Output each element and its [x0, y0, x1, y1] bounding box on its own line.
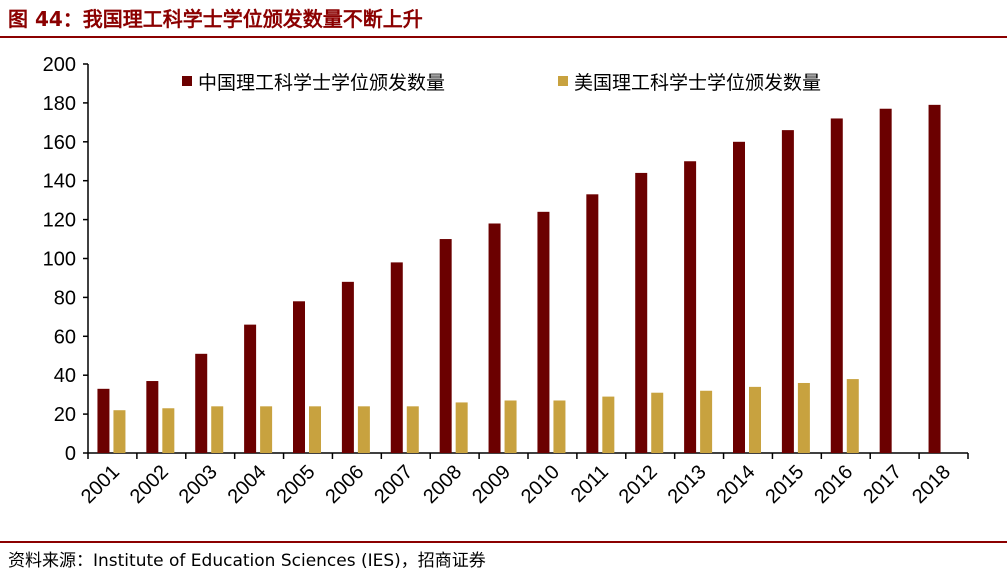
bar-china-2009 — [488, 223, 501, 453]
bar-us-2001 — [113, 410, 126, 453]
bar-china-2010 — [537, 211, 550, 453]
x-tick-label: 2008 — [419, 461, 466, 508]
bar-us-2004 — [260, 406, 273, 453]
x-tick-label: 2016 — [810, 461, 857, 508]
x-tick-label: 2009 — [468, 461, 515, 508]
bar-china-2018 — [928, 104, 941, 453]
y-tick-label: 180 — [43, 93, 76, 115]
bar-us-2013 — [700, 390, 713, 453]
y-tick-label: 40 — [54, 365, 76, 387]
x-tick-label: 2018 — [908, 461, 955, 508]
x-tick-label: 2015 — [761, 461, 808, 508]
bar-us-2006 — [357, 406, 370, 453]
legend-china-swatch — [182, 76, 192, 86]
bar-china-2001 — [97, 388, 110, 453]
bar-us-2011 — [602, 396, 615, 453]
bar-us-2012 — [651, 392, 664, 453]
bar-us-2007 — [406, 406, 419, 453]
x-tick-label: 2013 — [664, 461, 711, 508]
x-tick-label: 2017 — [859, 461, 906, 508]
bar-us-2009 — [504, 400, 517, 453]
y-tick-label: 20 — [54, 404, 76, 426]
bar-china-2006 — [341, 281, 354, 453]
x-tick-label: 2006 — [321, 461, 368, 508]
x-tick-label: 2011 — [567, 461, 613, 507]
x-tick-label: 2002 — [126, 461, 173, 508]
x-tick-label: 2004 — [224, 461, 271, 508]
legend-us-label: 美国理工科学士学位颁发数量 — [574, 72, 821, 94]
y-tick-label: 200 — [43, 54, 76, 76]
legend-china-label: 中国理工科学士学位颁发数量 — [198, 72, 445, 94]
y-tick-label: 80 — [54, 287, 76, 309]
bar-us-2010 — [553, 400, 566, 453]
y-tick-label: 0 — [65, 443, 76, 465]
figure-title: 图 44：我国理工科学士学位颁发数量不断上升 — [8, 7, 423, 31]
bar-china-2016 — [830, 118, 843, 454]
bar-us-2014 — [749, 386, 761, 453]
source-note: 资料来源：Institute of Education Sciences (IE… — [8, 551, 486, 571]
x-tick-label: 2014 — [713, 461, 760, 508]
source-divider — [0, 541, 1007, 543]
bar-china-2002 — [146, 381, 159, 453]
bar-china-2011 — [586, 194, 599, 453]
bar-china-2005 — [293, 301, 305, 453]
x-tick-label: 2001 — [77, 461, 124, 508]
bar-china-2008 — [439, 239, 452, 453]
bar-china-2017 — [879, 108, 892, 454]
x-tick-label: 2012 — [615, 461, 662, 508]
y-tick-label: 140 — [43, 171, 76, 193]
bar-us-2016 — [846, 379, 859, 453]
bar-us-2003 — [211, 406, 224, 453]
bar-us-2005 — [309, 406, 321, 453]
bar-us-2015 — [797, 382, 810, 453]
y-tick-label: 100 — [43, 249, 76, 271]
bar-china-2014 — [733, 141, 745, 454]
legend-us-swatch — [558, 76, 568, 86]
bar-china-2015 — [781, 130, 794, 453]
y-tick-label: 160 — [43, 132, 76, 154]
bar-us-2002 — [162, 408, 175, 453]
bar-china-2007 — [390, 262, 403, 453]
bar-china-2012 — [635, 172, 648, 454]
x-tick-label: 2010 — [517, 461, 564, 508]
x-tick-label: 2003 — [175, 461, 222, 508]
bar-china-2004 — [244, 324, 257, 453]
x-tick-label: 2007 — [370, 461, 417, 508]
y-tick-label: 60 — [54, 326, 76, 348]
bar-us-2008 — [455, 402, 468, 453]
title-divider — [0, 36, 1007, 38]
bar-china-2003 — [195, 353, 208, 453]
y-tick-label: 120 — [43, 210, 76, 232]
bar-china-2013 — [684, 161, 697, 453]
x-tick-label: 2005 — [273, 461, 320, 508]
